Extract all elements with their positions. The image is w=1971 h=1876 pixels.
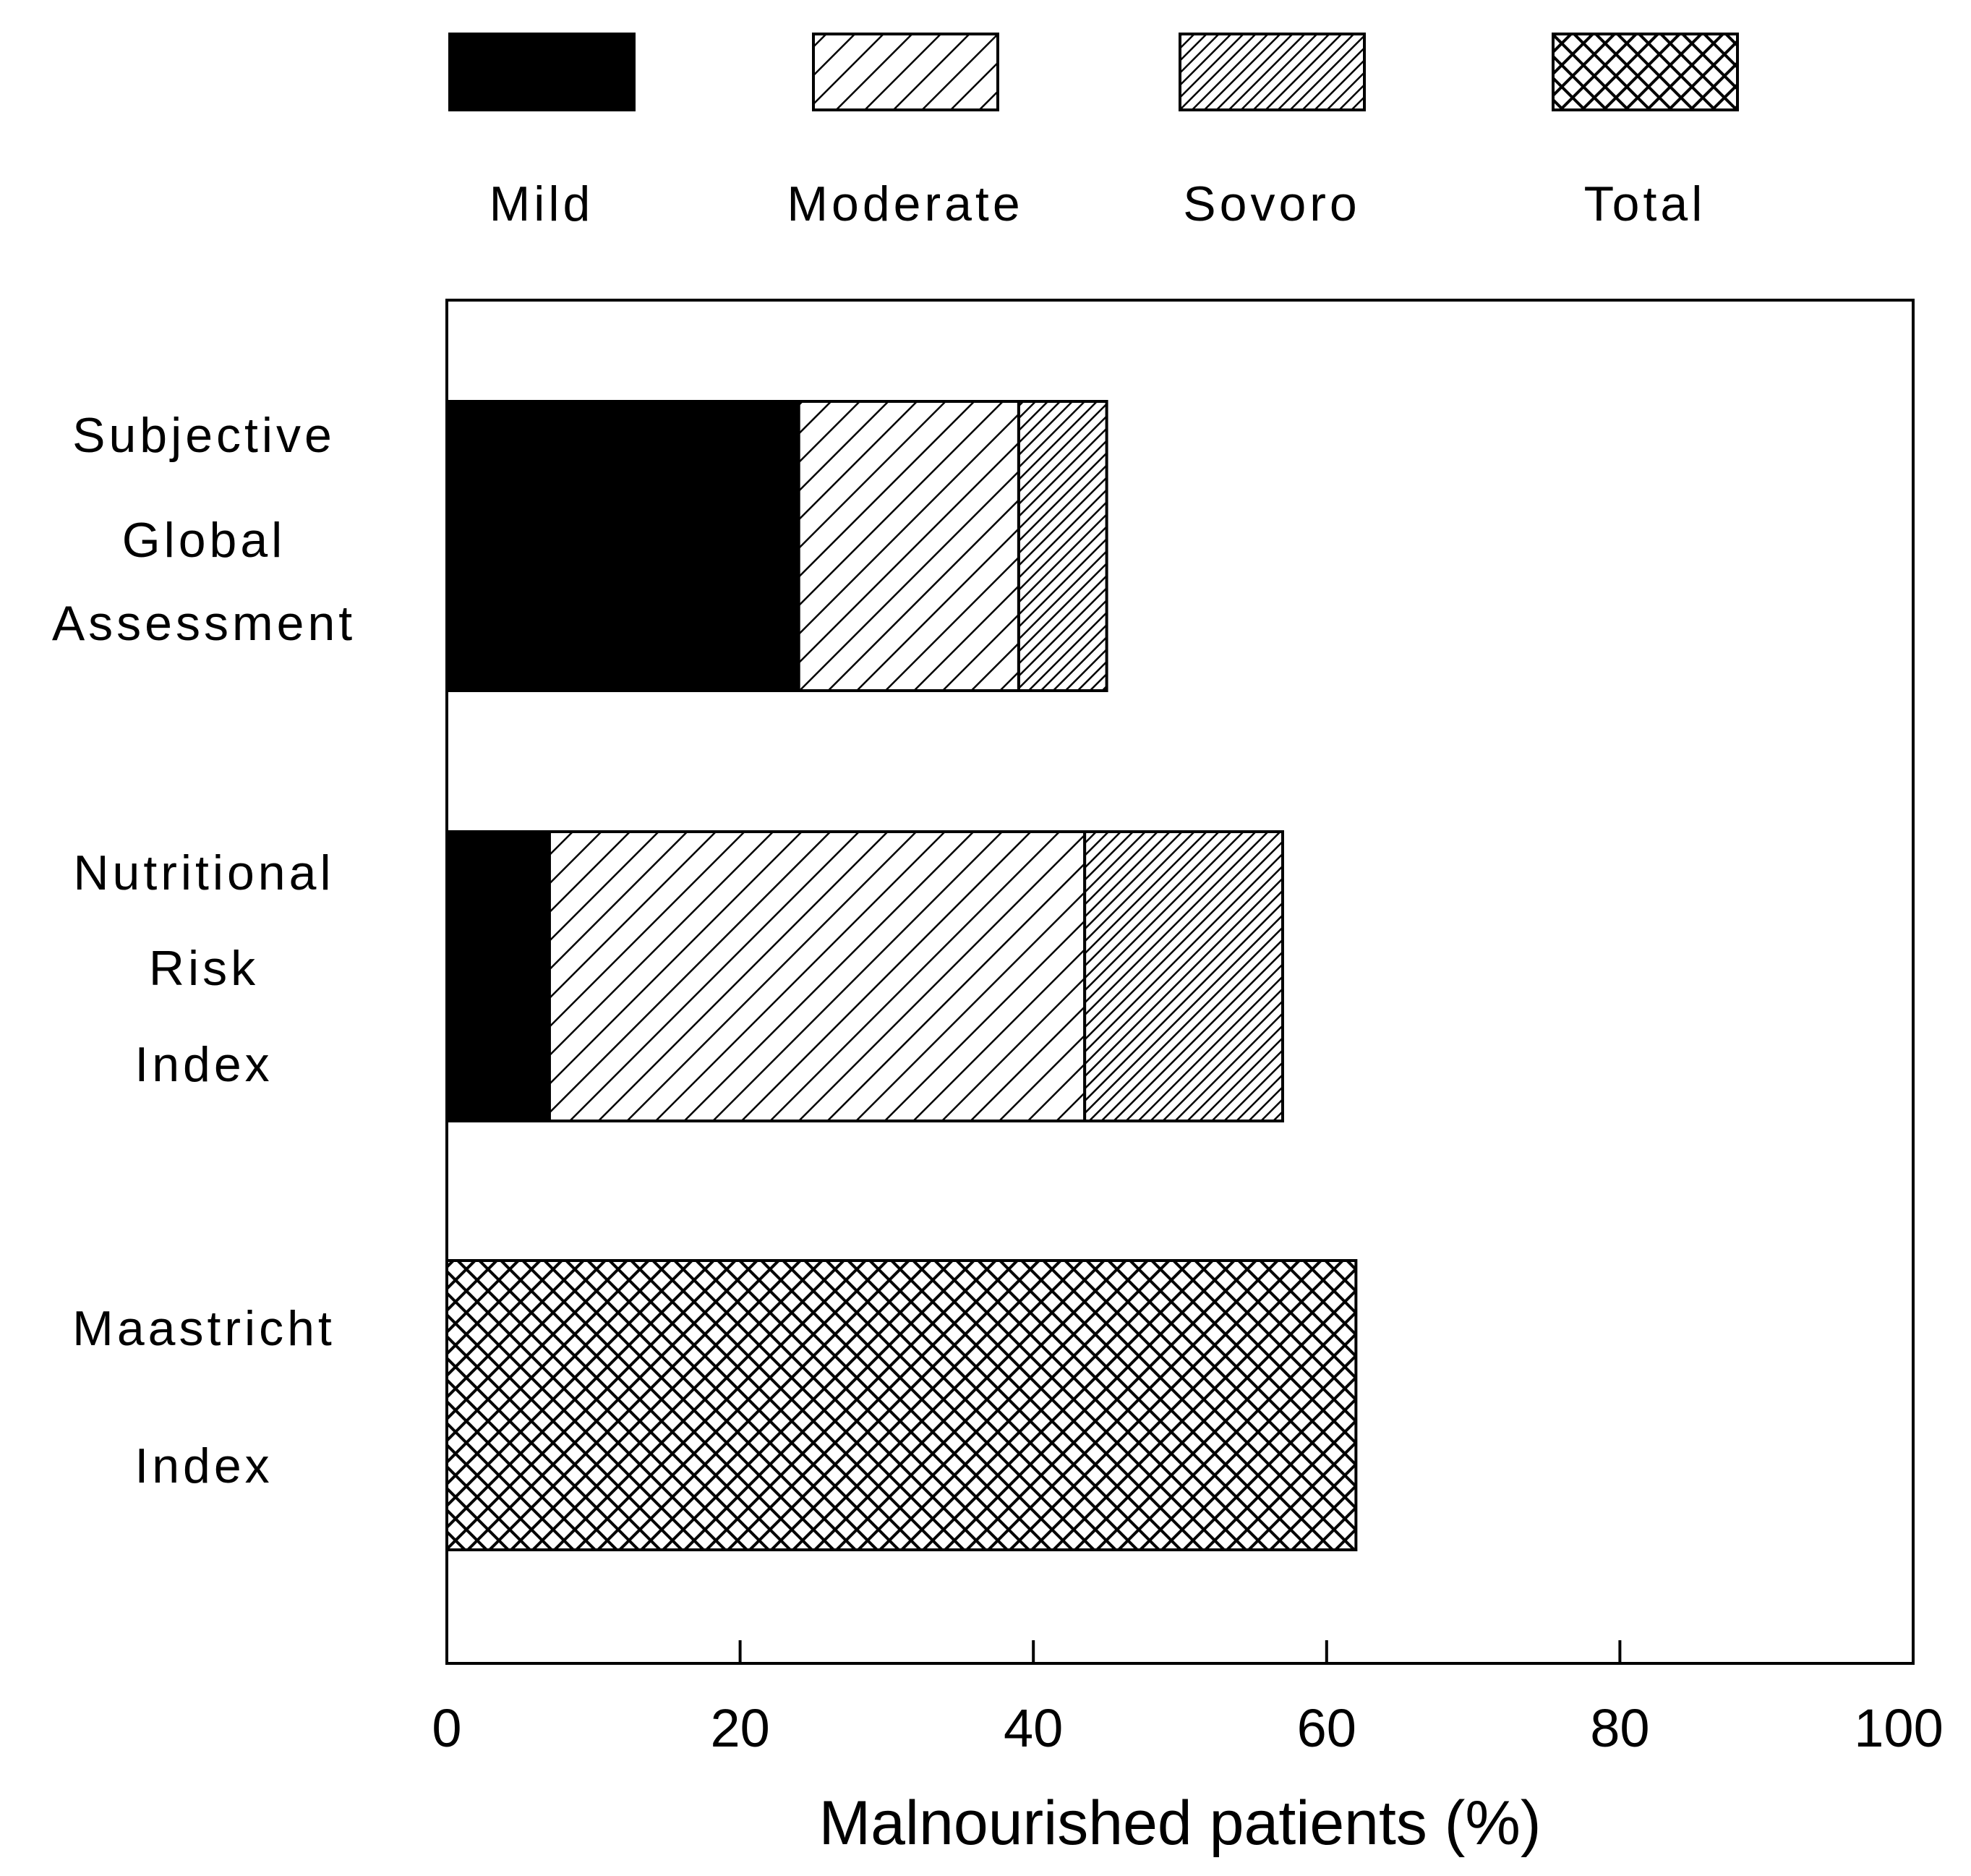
bar-maastricht-index-total	[445, 1259, 1358, 1551]
category-label-nutritional-risk-index-line-3: Index	[134, 1037, 273, 1092]
legend-label-mild: Mild	[489, 176, 594, 231]
legend-swatch-mild	[448, 33, 636, 111]
category-label-nutritional-risk-index-line-1: Nutritional	[73, 845, 334, 900]
bar-nutritional-risk-index-mild	[445, 830, 551, 1122]
legend-swatch-total	[1552, 33, 1739, 111]
x-axis-title: Malnourished patients (%)	[818, 1788, 1541, 1858]
x-tick-label-60: 60	[1297, 1698, 1356, 1758]
category-label-maastricht-index-line-1: Maastricht	[72, 1301, 335, 1356]
bar-subjective-global-assessment-moderate	[797, 400, 1020, 692]
category-label-subjective-global-assessment-line-2: Global	[122, 513, 286, 568]
legend-label-moderate: Moderate	[787, 176, 1023, 231]
category-label-maastricht-index-line-2: Index	[134, 1438, 273, 1493]
x-tick-label-80: 80	[1590, 1698, 1649, 1758]
legend-swatch-severe	[1179, 33, 1366, 111]
x-tick-label-40: 40	[1004, 1698, 1063, 1758]
category-labels: Subjective Global Assessment Nutritional Ris…	[52, 408, 356, 1493]
legend-label-severe: Sovoro	[1183, 176, 1360, 231]
legend-swatch-moderate	[812, 33, 999, 111]
x-tick-label-100: 100	[1854, 1698, 1943, 1758]
bar-subjective-global-assessment-mild	[445, 400, 800, 692]
category-label-subjective-global-assessment-line-1: Subjective	[72, 408, 335, 463]
plot-area: 0 20 40 60 80 100	[432, 299, 1944, 1758]
x-tick-label-20: 20	[710, 1698, 769, 1758]
bar-nutritional-risk-index-severe	[1083, 830, 1284, 1122]
category-label-nutritional-risk-index-line-2: Risk	[149, 941, 259, 996]
chart-legend: Mild Moderate Sovoro Total	[448, 33, 1739, 231]
legend-label-total: Total	[1584, 176, 1706, 231]
bars-group	[445, 400, 1358, 1551]
category-label-subjective-global-assessment-line-3: Assessment	[52, 596, 356, 651]
bar-nutritional-risk-index-moderate	[547, 830, 1087, 1122]
x-axis-ticks: 0 20 40 60 80 100	[432, 1640, 1944, 1758]
x-tick-label-0: 0	[432, 1698, 461, 1758]
bar-subjective-global-assessment-severe	[1017, 400, 1108, 692]
